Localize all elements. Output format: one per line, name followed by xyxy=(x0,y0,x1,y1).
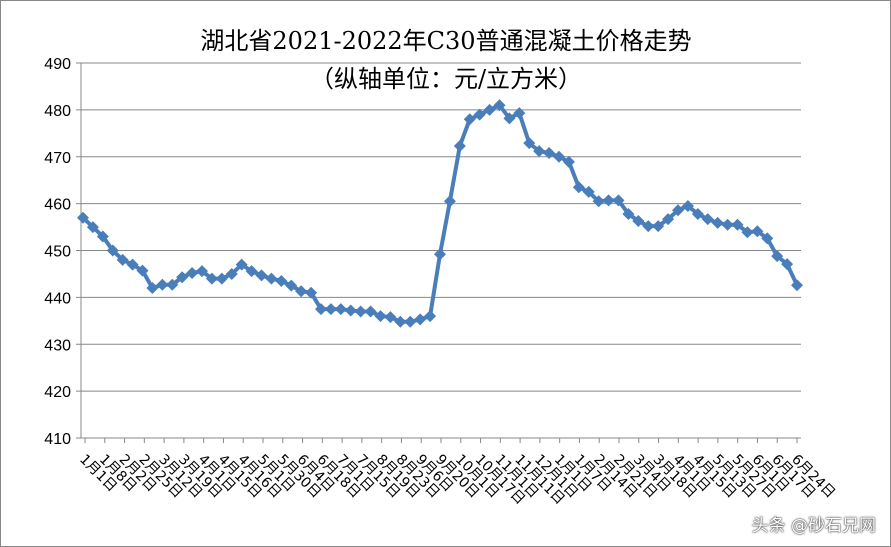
data-point xyxy=(205,272,218,285)
data-point xyxy=(662,213,675,226)
data-point xyxy=(404,315,417,328)
data-point xyxy=(77,211,89,224)
data-point xyxy=(483,103,496,116)
data-point xyxy=(196,265,208,278)
y-tick-label: 480 xyxy=(44,103,71,120)
data-point xyxy=(414,313,427,326)
y-tick-label: 420 xyxy=(44,384,71,401)
data-point xyxy=(622,207,635,220)
data-point xyxy=(156,278,169,291)
y-tick-label: 410 xyxy=(44,431,71,448)
y-tick-label: 470 xyxy=(44,150,71,167)
chart-subtitle: （纵轴单位：元/立方米） xyxy=(310,65,582,93)
data-point xyxy=(315,303,327,316)
watermark: 头条 @砂石兄网 xyxy=(751,516,876,536)
data-point xyxy=(453,139,466,152)
data-point xyxy=(265,272,278,285)
data-point xyxy=(731,218,744,231)
data-point xyxy=(751,225,764,238)
data-point xyxy=(691,207,704,220)
data-point xyxy=(582,185,595,198)
data-point xyxy=(543,147,556,159)
data-point xyxy=(374,310,387,323)
data-point xyxy=(225,267,238,280)
data-point xyxy=(533,145,546,158)
data-point xyxy=(761,232,774,245)
data-point xyxy=(781,258,794,271)
y-tick-label: 490 xyxy=(44,56,71,73)
data-point xyxy=(741,226,754,239)
data-point xyxy=(443,195,456,208)
y-tick-label: 450 xyxy=(44,244,71,261)
data-point xyxy=(642,220,655,233)
data-point xyxy=(424,310,437,323)
data-point xyxy=(215,272,228,285)
data-point xyxy=(711,216,724,229)
data-point xyxy=(86,221,99,234)
data-point xyxy=(791,279,803,292)
data-point xyxy=(334,303,347,316)
data-point xyxy=(681,199,694,212)
data-point xyxy=(602,194,615,207)
data-point xyxy=(632,214,645,227)
data-point xyxy=(275,274,288,287)
data-point xyxy=(235,258,248,271)
data-point xyxy=(96,230,109,243)
data-point xyxy=(384,311,397,324)
data-point xyxy=(503,112,516,125)
data-point xyxy=(572,181,585,194)
data-point xyxy=(126,258,139,271)
data-point xyxy=(652,220,665,233)
y-tick-label: 460 xyxy=(44,197,71,214)
data-point xyxy=(305,286,318,299)
data-point xyxy=(672,204,684,217)
data-point xyxy=(166,278,179,291)
data-point xyxy=(721,218,734,231)
data-point xyxy=(245,265,258,278)
data-point xyxy=(513,107,526,120)
y-tick-label: 430 xyxy=(44,337,71,354)
data-point xyxy=(771,250,784,263)
data-point xyxy=(463,113,476,126)
data-point xyxy=(364,305,377,318)
chart-title: 湖北省2021-2022年C30普通混凝土价格走势 xyxy=(200,27,691,55)
data-point xyxy=(186,267,199,279)
data-point xyxy=(562,155,575,168)
data-point xyxy=(354,305,367,318)
y-tick-label: 440 xyxy=(44,290,71,307)
data-point xyxy=(146,282,159,294)
data-point xyxy=(106,244,119,257)
data-point xyxy=(116,253,129,266)
data-point xyxy=(434,248,446,261)
data-point xyxy=(295,285,308,298)
data-point xyxy=(553,150,565,163)
data-point xyxy=(136,264,149,277)
data-point xyxy=(255,269,268,282)
data-point xyxy=(473,108,486,121)
series-line xyxy=(81,103,799,324)
data-point xyxy=(592,195,605,208)
data-point xyxy=(176,271,189,284)
data-point xyxy=(394,315,407,328)
data-point xyxy=(344,304,357,317)
data-point xyxy=(493,99,506,112)
data-point xyxy=(612,194,625,207)
data-point xyxy=(701,213,714,226)
data-point xyxy=(285,279,298,292)
data-point xyxy=(523,137,536,150)
data-point xyxy=(324,303,337,316)
